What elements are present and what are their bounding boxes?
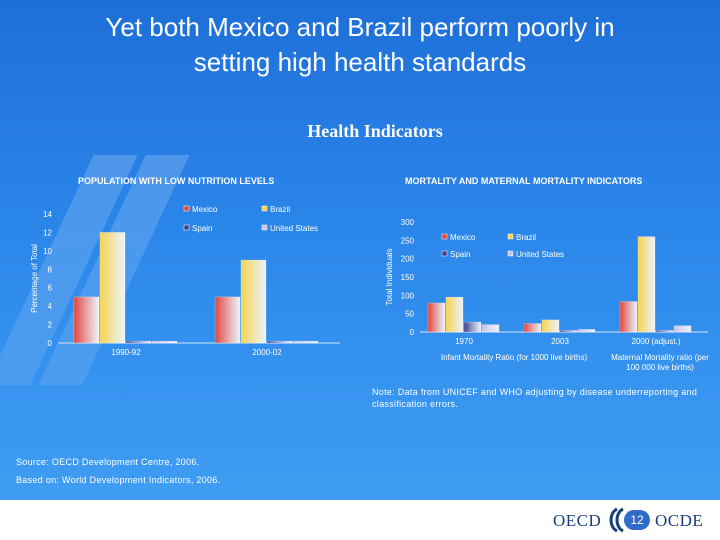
bar-mexico [214, 296, 241, 344]
legend-label: Spain [192, 224, 212, 233]
ocde-logo-text: OCDE [655, 511, 704, 530]
legend-label: Brazil [516, 233, 536, 242]
data-note: Note: Data from UNICEF and WHO adjusting… [372, 387, 698, 409]
bar-spain [125, 340, 152, 344]
x-tick-label: 1990-92 [111, 348, 141, 357]
legend-swatch [261, 224, 268, 231]
oecd-logo-icon [609, 507, 624, 533]
y-tick-label: 14 [43, 210, 52, 219]
y-tick-label: 300 [401, 218, 415, 227]
legend-label: Mexico [192, 205, 218, 214]
legend-swatch [441, 250, 448, 257]
y-tick-label: 50 [405, 310, 414, 319]
oecd-logo-text: OECD [553, 511, 602, 530]
legend-swatch [183, 205, 190, 212]
x-tick-label: 1970 [455, 337, 473, 346]
bar-spain [559, 330, 578, 333]
legend-swatch [507, 233, 514, 240]
y-tick-label: 4 [48, 302, 53, 311]
x-tick-label: 2000 (adjust.) [632, 337, 681, 346]
legend-swatch [507, 250, 514, 257]
bar-brazil [637, 236, 656, 333]
bar-spain [266, 340, 293, 344]
y-tick-label: 10 [43, 247, 52, 256]
based-on-text: Based on: World Development Indicators, … [16, 475, 221, 485]
slide-subtitle: Health Indicators [307, 121, 443, 141]
slide-title-line-1: Yet both Mexico and Brazil perform poorl… [105, 12, 615, 42]
bar-united-states [292, 340, 319, 344]
y-tick-label: 150 [401, 273, 415, 282]
bar-spain [463, 321, 482, 333]
bar-united-states [577, 329, 596, 333]
page-number: 12 [624, 510, 650, 530]
y-axis-title: Percentage of Total [30, 244, 39, 313]
x-group-label-cont: 100 000 live births) [626, 363, 694, 372]
bar-mexico [73, 296, 100, 344]
legend-swatch [441, 233, 448, 240]
x-tick-label: 2000-02 [252, 348, 282, 357]
y-tick-label: 200 [401, 255, 415, 264]
legend-swatch [261, 205, 268, 212]
y-tick-label: 8 [48, 265, 53, 274]
bar-mexico [427, 302, 446, 333]
legend-label: Spain [450, 250, 470, 259]
x-group-label: Infant Mortality Ratio (for 1000 live bi… [441, 353, 588, 362]
y-tick-label: 100 [401, 291, 415, 300]
bar-united-states [481, 324, 500, 333]
bar-brazil [445, 296, 464, 333]
y-axis-title: Total Individuals [385, 249, 394, 306]
x-group-label: Maternal Mortality ratio (per [611, 353, 709, 362]
y-tick-label: 2 [48, 321, 53, 330]
y-tick-label: 0 [48, 339, 53, 348]
y-tick-label: 250 [401, 236, 415, 245]
bar-brazil [99, 232, 126, 344]
bar-spain [655, 330, 674, 333]
bar-united-states [673, 325, 692, 333]
y-tick-label: 12 [43, 228, 52, 237]
legend-swatch [183, 224, 190, 231]
charts-canvas: POPULATION WITH LOW NUTRITION LEVELS Perc… [30, 176, 709, 372]
bar-brazil [541, 319, 560, 333]
bar-united-states [151, 340, 178, 344]
chart-title: POPULATION WITH LOW NUTRITION LEVELS [78, 176, 274, 186]
bar-mexico [619, 301, 638, 333]
footer-bar [0, 500, 720, 540]
y-tick-label: 0 [410, 328, 415, 337]
source-text: Source: OECD Development Centre, 2006. [16, 457, 200, 467]
y-tick-label: 6 [48, 284, 53, 293]
x-tick-label: 2003 [551, 337, 569, 346]
legend-label: United States [270, 224, 318, 233]
slide-title: Yet both Mexico and Brazil perform poorl… [20, 10, 700, 80]
chart-title: MORTALITY AND MATERNAL MORTALITY INDICAT… [405, 176, 642, 186]
bar-mexico [523, 323, 542, 333]
slide-title-line-2: setting high health standards [193, 47, 527, 77]
bar-brazil [240, 259, 267, 344]
legend-label: Brazil [270, 205, 290, 214]
legend-label: United States [516, 250, 564, 259]
legend-label: Mexico [450, 233, 476, 242]
